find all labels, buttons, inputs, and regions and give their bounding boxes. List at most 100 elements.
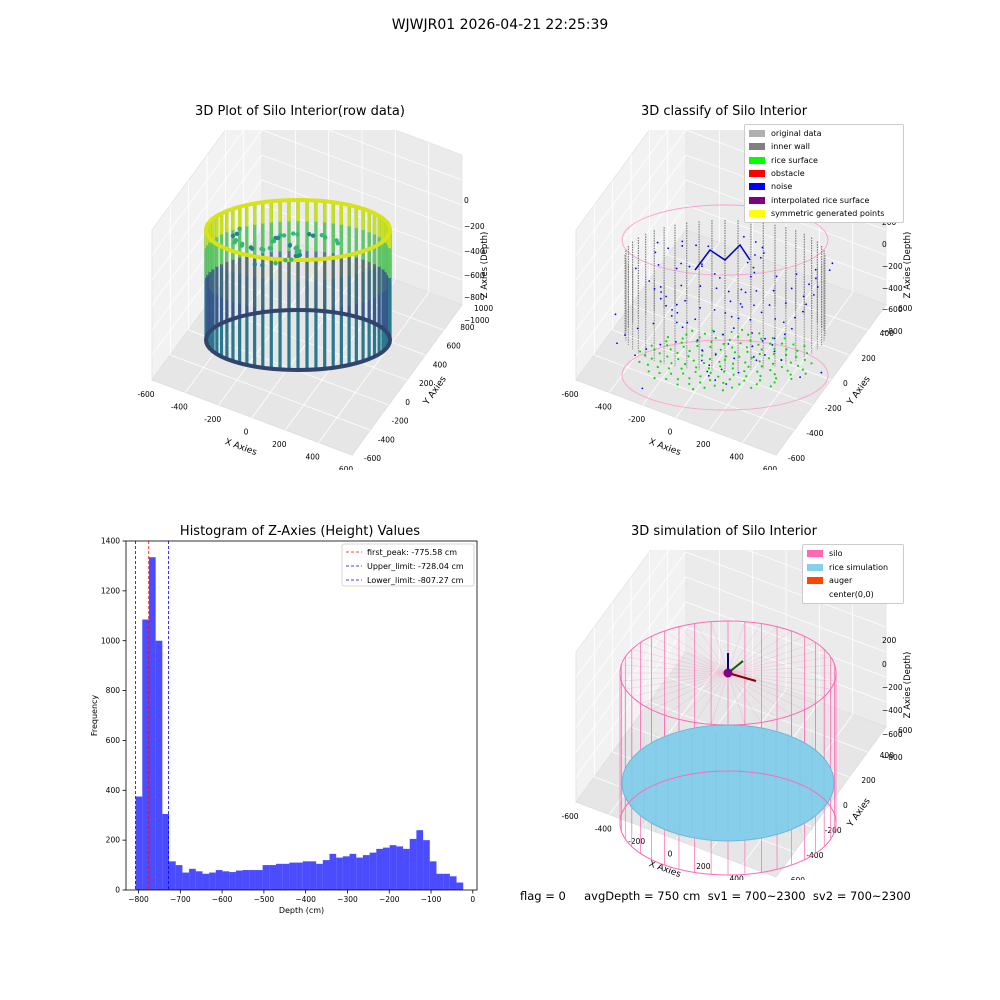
rice-surface-point [658, 371, 661, 375]
y-tick-label: -200 [825, 826, 842, 835]
x-axis-label: X Axies [223, 437, 258, 458]
rice-surface-point [699, 381, 702, 384]
noise-point [820, 371, 823, 374]
rice-surface-point [746, 350, 749, 353]
legend-swatch [749, 143, 765, 151]
noise-point [790, 327, 793, 330]
rice-surface-point [758, 360, 761, 363]
y-tick-label: -200 [825, 404, 842, 413]
noise-point [680, 262, 682, 265]
noise-point [740, 288, 743, 291]
rice-surface-point [728, 378, 731, 381]
noise-point [773, 337, 776, 340]
noise-point [749, 275, 752, 278]
figure-title: WJWJR01 2026-04-21 22:25:39 [391, 17, 609, 33]
y-tick-label: -600 [788, 454, 805, 463]
noise-point [676, 311, 679, 314]
silo-roof-wire [727, 621, 746, 674]
classify-plot-title: 3D classify of Silo Interior [640, 104, 808, 119]
x-tick-label: −700 [170, 895, 191, 904]
y-tick-label: 600 [447, 342, 462, 351]
interior-point [287, 243, 293, 248]
x-tick-label: -200 [628, 837, 645, 846]
legend-label: interpolated rice surface [771, 195, 870, 205]
histogram-bar [276, 863, 283, 890]
x-tick-label: −500 [254, 895, 275, 904]
legend-label: noise [771, 182, 793, 192]
y-tick-label: 600 [106, 736, 121, 745]
histogram-bar [436, 873, 444, 890]
rice-surface-point [694, 370, 697, 374]
grid-line [667, 254, 868, 331]
noise-point [783, 333, 786, 336]
legend-entry: interpolated rice surface [749, 193, 899, 206]
noise-point [645, 348, 648, 350]
rice-surface-point [756, 370, 759, 373]
rice-surface-point [743, 370, 746, 373]
y-tick-label: -400 [806, 851, 823, 860]
rice-surface-point [769, 342, 772, 345]
rice-surface-point [739, 342, 742, 345]
noise-point [730, 315, 733, 318]
rice-surface-point [709, 345, 712, 348]
histogram-bar [296, 862, 303, 890]
rice-surface-point [759, 374, 762, 378]
rice-surface-point [653, 348, 656, 351]
rice-surface-point [780, 365, 784, 369]
histogram-bar [376, 848, 383, 890]
noise-point [795, 273, 798, 276]
y-tick-label: 400 [880, 329, 895, 338]
rice-surface-point [713, 384, 716, 387]
silo-roof-wire [727, 672, 778, 720]
noise-point [700, 359, 703, 362]
silo-roof-wire [621, 672, 729, 682]
rice-surface-point [786, 369, 789, 372]
rice-surface-point [731, 367, 734, 370]
noise-point [648, 280, 651, 282]
z-axis-label: Z Axies (Depth) [903, 652, 913, 719]
silo-roof-wire [727, 636, 805, 674]
rice-surface-point [723, 358, 727, 362]
rice-surface-point [688, 382, 691, 386]
rice-surface-point [792, 343, 795, 346]
z-tick-label: −600 [464, 271, 485, 280]
histogram-bar [309, 861, 317, 890]
silo-roof-wire [727, 630, 792, 674]
rice-surface-point [732, 373, 735, 376]
rice-surface-point [667, 367, 671, 370]
z-axis-label: Z Axies (Depth) [480, 232, 490, 299]
rice-surface-point [731, 362, 735, 365]
z-tick-label: 0 [882, 660, 887, 669]
z-tick-label: −600 [882, 305, 903, 314]
noise-point [713, 330, 715, 333]
rice-surface-point [710, 340, 713, 344]
histogram-bar [202, 873, 210, 890]
noise-point [732, 327, 735, 330]
noise-point [675, 303, 678, 306]
rice-surface-point [691, 329, 694, 333]
noise-point [742, 235, 745, 238]
rice-surface-point [733, 351, 737, 354]
noise-point [681, 245, 684, 247]
histogram-bar [342, 856, 350, 890]
rice-surface-point [682, 345, 685, 348]
histogram-bar [135, 796, 143, 890]
rice-surface-point [681, 337, 684, 340]
histogram-chart: −800 −700 −600 −500 −400 −300 −200 −100 0 0 200 400… [90, 537, 478, 915]
simulation-model [619, 620, 837, 876]
rice-surface-point [680, 367, 683, 370]
interior-point [323, 235, 328, 240]
noise-point [688, 265, 691, 268]
noise-point [667, 247, 670, 250]
histogram-bar [169, 861, 176, 890]
x-tick-label: -200 [204, 415, 221, 424]
z-tick-label: −400 [882, 706, 903, 715]
y-axis-label: Y Axies [845, 796, 873, 829]
noise-point [727, 343, 730, 345]
histogram-bar [249, 870, 256, 890]
legend-swatch [749, 130, 765, 138]
noise-point [753, 304, 755, 307]
legend-label: center(0,0) [829, 589, 874, 599]
legend-swatch [749, 156, 765, 164]
interior-point [237, 226, 242, 232]
